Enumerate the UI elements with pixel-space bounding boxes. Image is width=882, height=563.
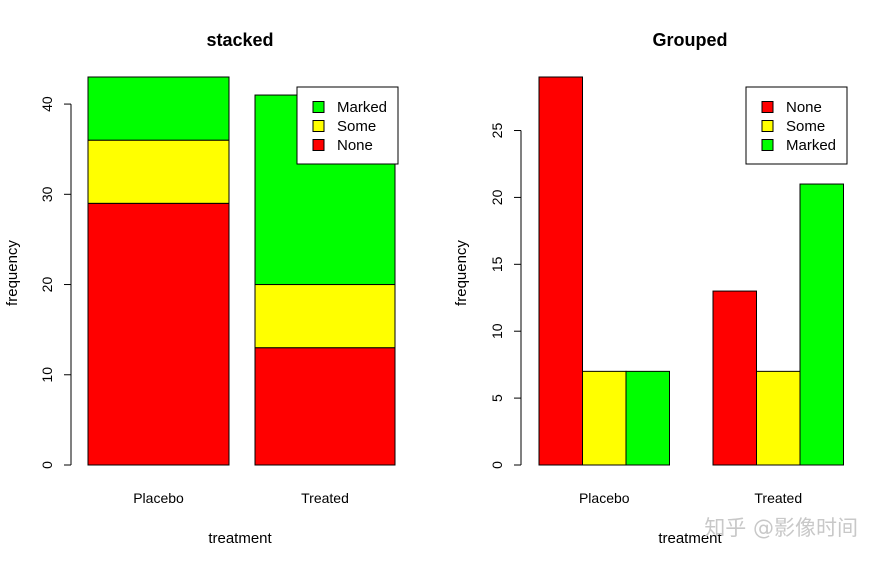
legend-label: Some bbox=[337, 118, 376, 135]
legend-swatch bbox=[761, 139, 774, 151]
y-tick-label: 10 bbox=[489, 323, 505, 339]
legend-box bbox=[296, 86, 399, 165]
bar bbox=[712, 290, 757, 466]
y-tick-label: 0 bbox=[489, 461, 505, 469]
chart-title: Grouped bbox=[653, 30, 728, 50]
stacked-chart: stacked treatment frequency 0 10 20 30 40 Placeb… bbox=[4, 30, 399, 547]
bar bbox=[799, 183, 844, 466]
bar bbox=[254, 347, 396, 466]
y-axis-label: frequency bbox=[453, 240, 470, 306]
bar bbox=[254, 284, 396, 349]
legend-swatch bbox=[312, 120, 325, 132]
legend-label: Marked bbox=[786, 137, 836, 154]
y-tick-label: 20 bbox=[39, 277, 55, 293]
legend-swatch bbox=[761, 101, 774, 113]
y-tick-label: 20 bbox=[489, 189, 505, 205]
legend-label: None bbox=[786, 99, 822, 116]
legend: None Some Marked bbox=[745, 86, 848, 165]
y-tick-label: 25 bbox=[489, 123, 505, 139]
y-tick-label: 0 bbox=[39, 461, 55, 469]
legend-swatch bbox=[761, 120, 774, 132]
bar bbox=[87, 76, 230, 141]
y-tick-label: 40 bbox=[39, 96, 55, 112]
x-category-label: Treated bbox=[754, 490, 802, 506]
y-tick-label: 15 bbox=[489, 256, 505, 272]
x-axis-label: treatment bbox=[208, 530, 272, 547]
grouped-chart: Grouped treatment frequency 0 5 10 15 20 25 Place… bbox=[453, 30, 848, 547]
x-category-label: Placebo bbox=[133, 490, 184, 506]
legend-label: Marked bbox=[337, 99, 387, 116]
y-axis-label: frequency bbox=[4, 240, 21, 306]
legend-swatch bbox=[312, 139, 325, 151]
y-tick-label: 30 bbox=[39, 186, 55, 202]
y-tick-label: 10 bbox=[39, 367, 55, 383]
watermark: 知乎 @影像时间 bbox=[704, 516, 858, 540]
legend: Marked Some None bbox=[296, 86, 399, 165]
x-category-label: Placebo bbox=[579, 490, 630, 506]
x-category-label: Treated bbox=[301, 490, 349, 506]
bar bbox=[756, 370, 801, 466]
legend-label: None bbox=[337, 137, 373, 154]
bar bbox=[625, 370, 670, 466]
chart-title: stacked bbox=[206, 30, 273, 50]
legend-label: Some bbox=[786, 118, 825, 135]
bar bbox=[582, 370, 627, 466]
x-axis-label: treatment bbox=[658, 530, 722, 547]
bar bbox=[87, 139, 230, 204]
bar bbox=[538, 76, 583, 466]
y-tick-label: 5 bbox=[489, 394, 505, 402]
legend-swatch bbox=[312, 101, 325, 113]
bar bbox=[87, 202, 230, 466]
